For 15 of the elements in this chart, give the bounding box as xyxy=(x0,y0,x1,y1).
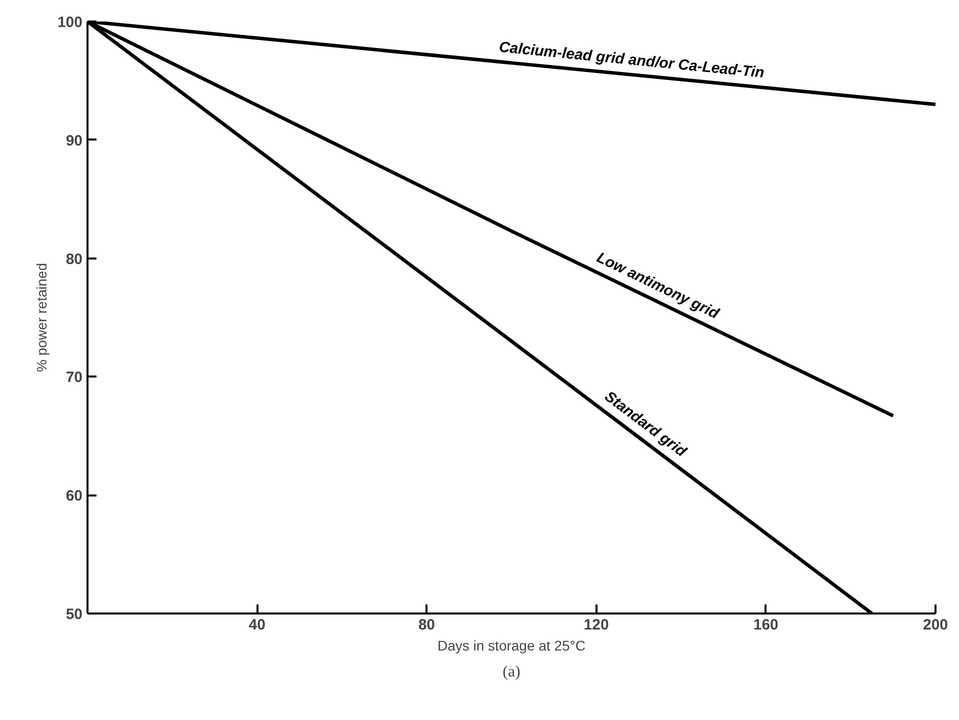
y-tick-label: 100 xyxy=(57,14,83,31)
y-axis-title: % power retained xyxy=(33,263,50,372)
text: (a) xyxy=(502,664,520,680)
y-tick-label: 90 xyxy=(66,132,83,150)
text: Calcium-lead grid and/or Ca-Lead-Tin xyxy=(498,38,766,82)
x-tick-label: 160 xyxy=(753,616,778,634)
x-tick-label: 40 xyxy=(248,616,266,634)
x-tick-label: 200 xyxy=(922,616,948,634)
y-tick-label: 50 xyxy=(66,606,83,623)
x-axis-title: Days in storage at 25°C xyxy=(438,638,586,654)
y-tick-label: 60 xyxy=(66,488,83,505)
y-tick-label: 80 xyxy=(66,250,83,268)
y-tick-label: 70 xyxy=(66,369,83,386)
x-tick-label: 80 xyxy=(418,616,436,634)
x-tick-label: 120 xyxy=(584,616,609,634)
